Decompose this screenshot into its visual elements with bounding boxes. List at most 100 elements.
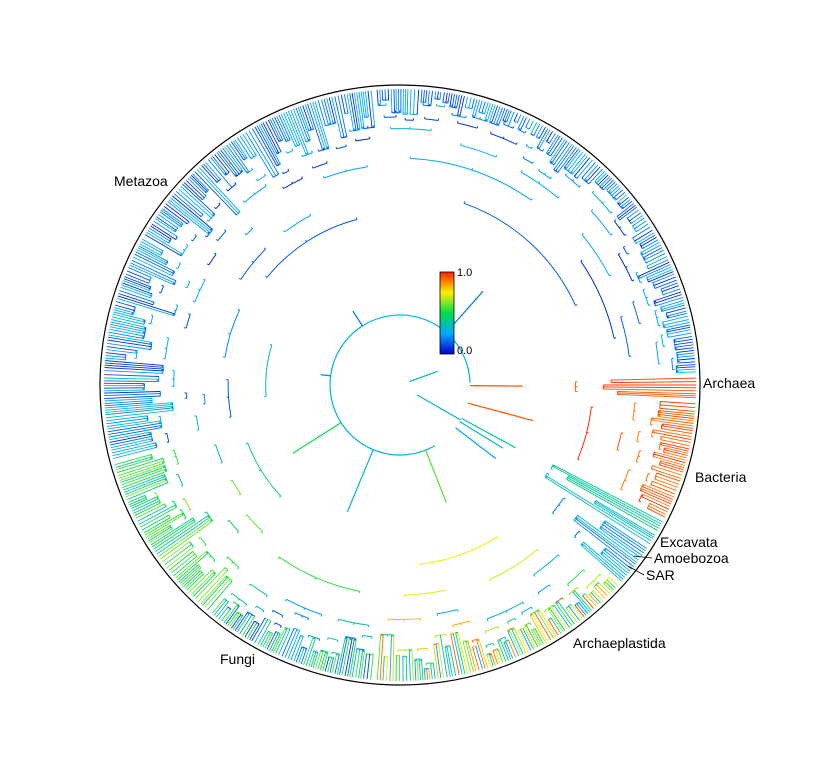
tree-branch [561,597,564,600]
tree-branch [455,631,458,634]
tree-branch [661,427,693,434]
tree-branch [507,111,515,127]
tree-branch [346,93,355,131]
tree-branch [331,652,333,655]
tree-branch [436,91,439,100]
tree-branch [335,146,338,149]
tree-branch [267,119,280,142]
tree-branch [618,252,621,255]
tree-branch [454,94,458,108]
tree-branch [649,502,668,513]
tree-branch [192,235,197,242]
scale-max-label: 1.0 [457,267,472,279]
tree-branch [166,546,194,568]
tree-branch [661,436,691,443]
tree-branch [237,308,240,311]
tree-branch [133,500,160,514]
tree-branch [140,506,178,528]
tree-branch [489,121,492,124]
tree-branch [591,192,612,214]
tree-branch [284,629,298,658]
tree-branch [544,476,651,545]
tree-branch [617,254,633,282]
tree-branch [449,93,453,107]
tree-branch [180,185,214,217]
tree-branch [652,480,677,492]
tree-branch [424,118,439,121]
tree-branch [197,288,201,291]
tree-branch [388,618,421,620]
tree-branch [575,518,636,565]
tree-branch [273,627,286,653]
tree-branch [507,621,509,624]
tree-branch [677,355,695,358]
tree-branch [190,239,194,242]
tree-branch [351,648,358,678]
tree-branch [581,234,610,277]
tree-branch [106,349,137,354]
tree-branch [457,122,478,129]
tree-branch [439,91,442,100]
tree-branch [606,181,616,191]
tree-branch [128,267,152,278]
tree-branch [148,526,172,542]
tree-branch [646,256,667,267]
tree-branch [616,203,635,217]
tree-branch [130,262,176,284]
tree-branch [536,609,540,612]
tree-branch [478,100,483,113]
tree-branch [658,410,695,415]
tree-branch [224,567,229,571]
tree-branch [585,166,601,183]
tree-branch [651,419,694,427]
tree-branch [362,635,373,638]
tree-branch [180,484,184,487]
tree-branch [628,469,631,471]
tree-branch [600,526,643,556]
tree-branch [616,432,622,450]
tree-branch [242,200,245,203]
tree-branch [434,91,437,99]
tree-branch [201,165,218,183]
tree-branch [120,466,166,483]
tree-branch [538,126,546,139]
tree-branch [660,335,664,347]
tree-branch [642,239,659,249]
tree-branch [355,649,361,678]
tree-branch [513,113,518,122]
tree-branch [455,632,466,674]
tree-branch [312,652,319,669]
tree-branch [637,261,670,278]
tree-branch [433,644,439,679]
tree-branch [307,618,310,621]
tree-branch [569,153,586,174]
tree-branch [648,304,651,306]
tree-branch [104,401,153,407]
tree-branch [594,502,654,540]
tree-branch [333,122,336,125]
tree-branch [557,147,577,173]
tree-branch [641,244,662,256]
tree-branch [217,230,227,242]
tree-branch [634,229,653,242]
tree-branch [113,309,134,316]
tree-branch [237,567,240,570]
tree-branch [103,380,159,383]
tree-branch [444,646,451,677]
tree-branch [609,274,612,277]
tree-branch [244,514,247,517]
tree-branch [251,617,266,642]
tree-branch [490,133,517,145]
tree-branch [167,201,210,235]
tree-branch [677,361,696,364]
tree-branch [214,252,217,255]
tree-branch [182,249,185,251]
tree-branch [506,630,520,657]
tree-branch [248,130,277,177]
tree-branch [636,431,640,442]
tree-branch [178,188,212,219]
tree-branch [198,537,201,540]
tree-branch [610,233,613,236]
tree-branch [367,90,373,128]
